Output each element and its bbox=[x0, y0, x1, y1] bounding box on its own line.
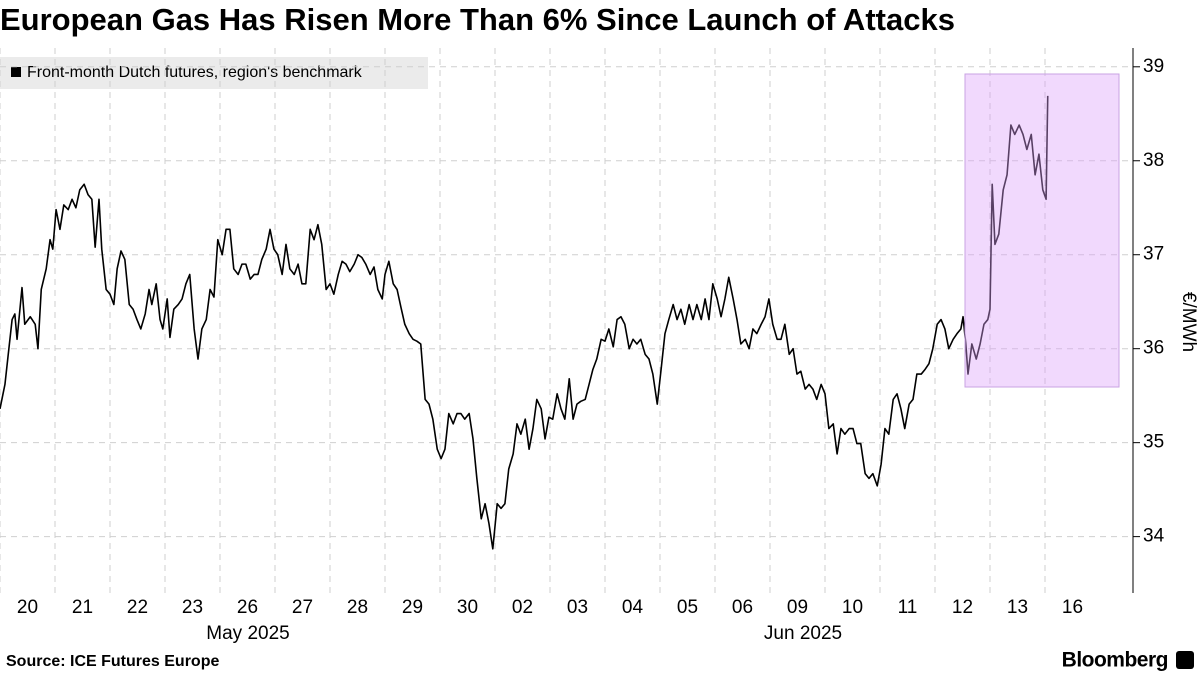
brand: Bloomberg bbox=[1062, 649, 1168, 672]
x-tick-label: 23 bbox=[182, 597, 203, 618]
axes: 34 35 36 37 38 39 20 21 22 23 26 27 28 29 30 02 03 04 05 06… bbox=[17, 56, 1165, 618]
month-label: May 2025 bbox=[206, 623, 289, 644]
x-tick-label: 26 bbox=[237, 597, 258, 618]
x-tick-label: 22 bbox=[127, 597, 148, 618]
x-tick-label: 27 bbox=[292, 597, 313, 618]
x-tick-label: 20 bbox=[17, 597, 38, 618]
y-tick-label: 38 bbox=[1143, 150, 1164, 171]
legend-swatch bbox=[11, 67, 21, 77]
x-tick-label: 21 bbox=[72, 597, 93, 618]
x-tick-label: 11 bbox=[898, 597, 918, 618]
x-tick-label: 03 bbox=[567, 597, 588, 618]
x-tick-label: 28 bbox=[347, 597, 368, 618]
y-tick-label: 34 bbox=[1143, 526, 1165, 547]
grid bbox=[0, 48, 1133, 593]
legend-label: Front-month Dutch futures, region's benc… bbox=[27, 64, 363, 81]
y-tick-label: 36 bbox=[1143, 338, 1164, 359]
y-tick-label: 35 bbox=[1143, 432, 1164, 453]
x-tick-label: 13 bbox=[1007, 597, 1028, 618]
x-tick-label: 05 bbox=[677, 597, 698, 618]
source: Source: ICE Futures Europe bbox=[6, 653, 219, 670]
x-tick-label: 29 bbox=[402, 597, 423, 618]
plot bbox=[0, 95, 1049, 550]
x-tick-label: 12 bbox=[952, 597, 973, 618]
chart-title: European Gas Has Risen More Than 6% Sinc… bbox=[0, 2, 955, 37]
series-line bbox=[0, 95, 1049, 550]
month-label: Jun 2025 bbox=[764, 623, 842, 644]
x-tick-label: 09 bbox=[787, 597, 808, 618]
x-tick-label: 10 bbox=[842, 597, 863, 618]
x-tick-label: 30 bbox=[457, 597, 478, 618]
x-tick-label: 02 bbox=[512, 597, 533, 618]
y-tick-label: 39 bbox=[1143, 56, 1164, 77]
x-tick-label: 06 bbox=[732, 597, 753, 618]
y-axis-label: €/MWh bbox=[1178, 292, 1199, 352]
x-tick-label: 04 bbox=[622, 597, 644, 618]
brand-icon bbox=[1176, 651, 1194, 669]
y-tick-label: 37 bbox=[1143, 244, 1164, 265]
x-tick-label: 16 bbox=[1062, 597, 1083, 618]
highlight-box bbox=[964, 73, 1120, 388]
legend-box bbox=[0, 57, 428, 89]
